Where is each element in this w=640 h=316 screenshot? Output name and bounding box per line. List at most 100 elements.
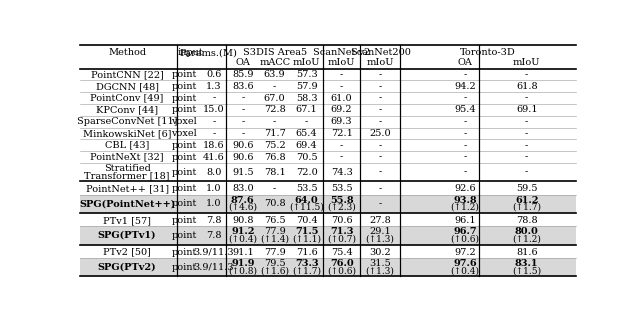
Text: 80.0: 80.0 — [515, 227, 539, 236]
Text: 96.7: 96.7 — [453, 227, 477, 236]
Text: (↑0.7): (↑0.7) — [327, 235, 356, 244]
Text: SPG(PointNet++): SPG(PointNet++) — [79, 199, 175, 208]
Text: PointNet++ [31]: PointNet++ [31] — [86, 184, 169, 193]
Text: -: - — [463, 167, 467, 177]
Text: -: - — [340, 70, 343, 79]
Text: -: - — [378, 199, 381, 208]
Text: voxel: voxel — [172, 129, 197, 138]
Text: mIoU: mIoU — [366, 58, 394, 67]
Text: 91.1: 91.1 — [232, 248, 253, 257]
Text: (↑0.4): (↑0.4) — [228, 235, 257, 244]
Text: 70.6: 70.6 — [331, 216, 353, 225]
Text: 70.5: 70.5 — [296, 153, 317, 161]
Text: 76.8: 76.8 — [264, 153, 285, 161]
Text: 87.6: 87.6 — [231, 196, 255, 205]
Text: -: - — [378, 117, 381, 126]
Text: Stratified: Stratified — [104, 164, 150, 173]
Text: -: - — [378, 141, 381, 150]
Text: -: - — [525, 141, 529, 150]
Text: 63.9: 63.9 — [264, 70, 285, 79]
Text: 1.0: 1.0 — [206, 184, 221, 193]
Text: -: - — [525, 153, 529, 161]
Bar — [80, 226, 576, 245]
Text: 77.9: 77.9 — [264, 248, 285, 257]
Text: -: - — [525, 167, 529, 177]
Text: SPG(PTv2): SPG(PTv2) — [98, 263, 156, 272]
Text: 53.5: 53.5 — [331, 184, 353, 193]
Text: -: - — [340, 153, 343, 161]
Text: 27.8: 27.8 — [369, 216, 391, 225]
Text: 91.5: 91.5 — [232, 167, 253, 177]
Text: -: - — [212, 94, 216, 103]
Text: 90.8: 90.8 — [232, 216, 253, 225]
Text: point: point — [172, 248, 197, 257]
Text: -: - — [273, 117, 276, 126]
Text: 65.4: 65.4 — [296, 129, 317, 138]
Text: SPG(PTv1): SPG(PTv1) — [98, 231, 156, 240]
Text: 72.0: 72.0 — [296, 167, 317, 177]
Text: 64.0: 64.0 — [295, 196, 319, 205]
Text: (↑1.2): (↑1.2) — [451, 203, 479, 212]
Text: 69.3: 69.3 — [331, 117, 353, 126]
Text: 57.9: 57.9 — [296, 82, 317, 91]
Text: 83.1: 83.1 — [515, 259, 538, 268]
Text: 30.2: 30.2 — [369, 248, 391, 257]
Text: -: - — [378, 94, 381, 103]
Text: 31.5: 31.5 — [369, 259, 391, 268]
Text: mIoU: mIoU — [293, 58, 321, 67]
Text: PTv2 [50]: PTv2 [50] — [103, 248, 151, 257]
Text: PointConv [49]: PointConv [49] — [90, 94, 164, 103]
Text: 73.3: 73.3 — [295, 259, 319, 268]
Text: Toronto-3D: Toronto-3D — [460, 48, 516, 57]
Text: -: - — [463, 153, 467, 161]
Text: (↑11.5): (↑11.5) — [289, 203, 324, 212]
Text: (↑1.3): (↑1.3) — [365, 235, 394, 244]
Text: 91.2: 91.2 — [231, 227, 255, 236]
Text: -: - — [463, 129, 467, 138]
Text: (↑1.2): (↑1.2) — [512, 235, 541, 244]
Text: -: - — [463, 141, 467, 150]
Text: Params.(M): Params.(M) — [179, 48, 237, 57]
Text: 77.9: 77.9 — [264, 227, 285, 236]
Text: 95.4: 95.4 — [454, 105, 476, 114]
Text: -: - — [241, 94, 244, 103]
Text: 59.5: 59.5 — [516, 184, 538, 193]
Text: 69.1: 69.1 — [516, 105, 538, 114]
Text: point: point — [172, 231, 197, 240]
Text: -: - — [525, 129, 529, 138]
Text: mIoU: mIoU — [513, 58, 540, 67]
Text: (↑0.4): (↑0.4) — [451, 266, 479, 275]
Text: MinkowskiNet [6]: MinkowskiNet [6] — [83, 129, 172, 138]
Text: (↑1.7): (↑1.7) — [292, 266, 321, 275]
Text: (↑4.6): (↑4.6) — [228, 203, 257, 212]
Text: 71.6: 71.6 — [296, 248, 317, 257]
Text: -: - — [241, 105, 244, 114]
Text: PointNeXt [32]: PointNeXt [32] — [90, 153, 164, 161]
Text: Method: Method — [108, 48, 146, 57]
Text: ScanNet v2: ScanNet v2 — [313, 48, 371, 57]
Text: 69.2: 69.2 — [331, 105, 353, 114]
Text: point: point — [172, 153, 197, 161]
Text: -: - — [525, 94, 529, 103]
Text: -: - — [378, 153, 381, 161]
Text: (↑1.5): (↑1.5) — [512, 266, 541, 275]
Text: point: point — [172, 184, 197, 193]
Text: 69.4: 69.4 — [296, 141, 317, 150]
Text: mIoU: mIoU — [328, 58, 355, 67]
Text: voxel: voxel — [172, 117, 197, 126]
Text: 15.0: 15.0 — [203, 105, 225, 114]
Text: 90.6: 90.6 — [232, 153, 253, 161]
Text: PTv1 [57]: PTv1 [57] — [103, 216, 151, 225]
Bar — [80, 195, 576, 213]
Text: -: - — [378, 167, 381, 177]
Text: 96.1: 96.1 — [454, 216, 476, 225]
Text: 94.2: 94.2 — [454, 82, 476, 91]
Text: 29.1: 29.1 — [369, 227, 391, 236]
Text: 83.6: 83.6 — [232, 82, 253, 91]
Text: 91.9: 91.9 — [231, 259, 255, 268]
Text: -: - — [463, 117, 467, 126]
Text: point: point — [172, 263, 197, 272]
Text: point: point — [172, 82, 197, 91]
Text: 61.2: 61.2 — [515, 196, 538, 205]
Text: SparseConvNet [11]: SparseConvNet [11] — [77, 117, 177, 126]
